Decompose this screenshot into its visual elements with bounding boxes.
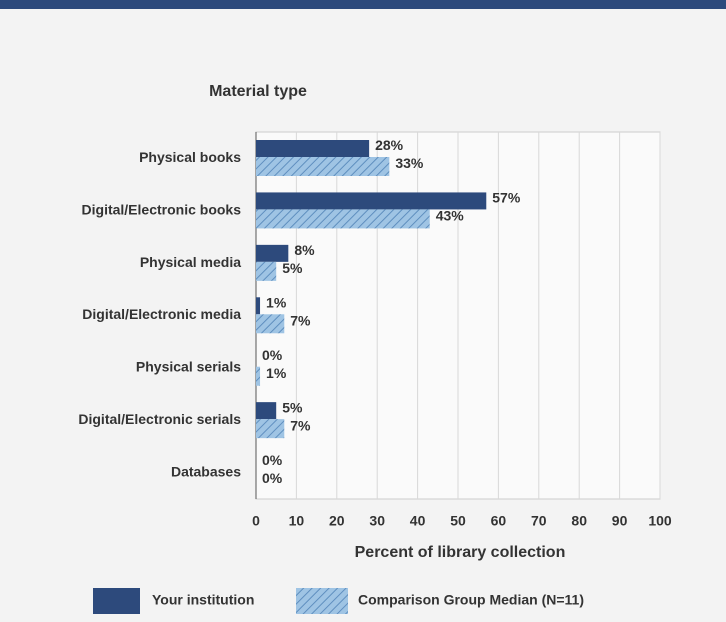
x-tick-label: 10 (289, 513, 305, 529)
bar (256, 402, 277, 420)
legend-label: Your institution (152, 592, 254, 608)
bar (256, 244, 289, 262)
bar (256, 261, 277, 281)
y-tick-label: Digital/Electronic serials (78, 411, 241, 427)
x-tick-label: 30 (369, 513, 385, 529)
bar (256, 419, 285, 439)
value-label: 7% (290, 417, 311, 433)
y-tick-label: Physical books (139, 149, 241, 165)
value-label: 1% (266, 365, 287, 381)
x-tick-label: 40 (410, 513, 426, 529)
legend-swatch (296, 588, 348, 614)
value-label: 7% (290, 312, 311, 328)
value-label: 43% (436, 208, 465, 224)
y-tick-label: Digital/Electronic books (82, 201, 242, 217)
x-tick-label: 90 (612, 513, 628, 529)
y-tick-label: Databases (171, 463, 241, 479)
top-bar (0, 0, 726, 9)
bar (256, 140, 370, 157)
x-axis-title: Percent of library collection (355, 544, 566, 561)
bar (256, 297, 261, 315)
y-tick-label: Physical media (140, 254, 241, 270)
y-tick-label: Digital/Electronic media (82, 306, 241, 322)
x-tick-label: 60 (491, 513, 507, 529)
value-label: 33% (395, 155, 424, 171)
bar (256, 157, 390, 176)
y-tick-label: Physical serials (136, 359, 241, 375)
value-label: 0% (262, 470, 283, 486)
value-label: 57% (492, 190, 521, 206)
value-label: 8% (294, 242, 315, 258)
value-label: 0% (262, 347, 283, 363)
value-label: 1% (266, 294, 287, 310)
x-tick-label: 80 (571, 513, 587, 529)
x-tick-label: 50 (450, 513, 466, 529)
bar (256, 209, 430, 229)
bar (256, 314, 285, 334)
value-label: 0% (262, 452, 283, 468)
value-label: 5% (282, 399, 303, 415)
bar (256, 192, 487, 210)
x-tick-label: 0 (252, 513, 260, 529)
x-tick-label: 100 (648, 513, 672, 529)
value-label: 5% (282, 260, 303, 276)
x-tick-label: 70 (531, 513, 547, 529)
value-label: 28% (375, 137, 404, 153)
chart-title: Material type (209, 83, 307, 100)
legend-swatch (93, 588, 140, 614)
bar (256, 366, 261, 386)
legend-label: Comparison Group Median (N=11) (358, 592, 584, 608)
x-tick-label: 20 (329, 513, 345, 529)
